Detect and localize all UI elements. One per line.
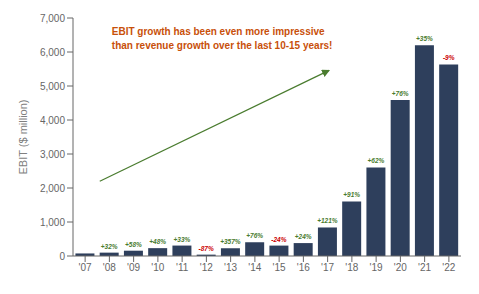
- svg-text:6,000: 6,000: [40, 47, 65, 58]
- svg-text:'22: '22: [442, 262, 455, 273]
- svg-text:'12: '12: [200, 262, 213, 273]
- svg-text:'08: '08: [103, 262, 116, 273]
- svg-text:'13: '13: [224, 262, 237, 273]
- svg-text:7,000: 7,000: [40, 13, 65, 24]
- svg-text:+121%: +121%: [317, 217, 338, 224]
- svg-text:3,000: 3,000: [40, 149, 65, 160]
- svg-text:'19: '19: [370, 262, 383, 273]
- svg-text:1,000: 1,000: [40, 217, 65, 228]
- svg-text:+33%: +33%: [174, 236, 191, 243]
- svg-text:0: 0: [59, 251, 65, 262]
- svg-text:-87%: -87%: [199, 245, 214, 252]
- svg-text:4,000: 4,000: [40, 115, 65, 126]
- svg-text:+24%: +24%: [295, 233, 312, 240]
- svg-text:+91%: +91%: [343, 191, 360, 198]
- svg-text:-24%: -24%: [271, 236, 286, 243]
- svg-text:'18: '18: [345, 262, 358, 273]
- svg-text:+58%: +58%: [125, 241, 142, 248]
- svg-text:'21: '21: [418, 262, 431, 273]
- svg-text:+35%: +35%: [416, 35, 433, 42]
- svg-text:'16: '16: [297, 262, 310, 273]
- svg-text:than revenue growth over the l: than revenue growth over the last 10-15 …: [112, 40, 333, 51]
- svg-text:+357%: +357%: [220, 238, 241, 245]
- svg-text:EBIT growth has been even more: EBIT growth has been even more impressiv…: [112, 26, 325, 37]
- svg-text:'07: '07: [79, 262, 92, 273]
- svg-text:+48%: +48%: [149, 238, 166, 245]
- svg-text:'11: '11: [176, 262, 189, 273]
- svg-text:+32%: +32%: [101, 243, 118, 250]
- svg-text:+76%: +76%: [392, 90, 409, 97]
- svg-text:+76%: +76%: [246, 232, 263, 239]
- svg-text:'20: '20: [394, 262, 407, 273]
- svg-text:'14: '14: [248, 262, 261, 273]
- svg-text:-9%: -9%: [443, 54, 455, 61]
- svg-text:'15: '15: [273, 262, 286, 273]
- svg-text:'17: '17: [321, 262, 334, 273]
- svg-text:2,000: 2,000: [40, 183, 65, 194]
- svg-text:EBIT ($ million): EBIT ($ million): [17, 100, 29, 175]
- svg-text:'09: '09: [127, 262, 140, 273]
- svg-text:5,000: 5,000: [40, 81, 65, 92]
- svg-text:'10: '10: [151, 262, 164, 273]
- svg-text:+62%: +62%: [368, 157, 385, 164]
